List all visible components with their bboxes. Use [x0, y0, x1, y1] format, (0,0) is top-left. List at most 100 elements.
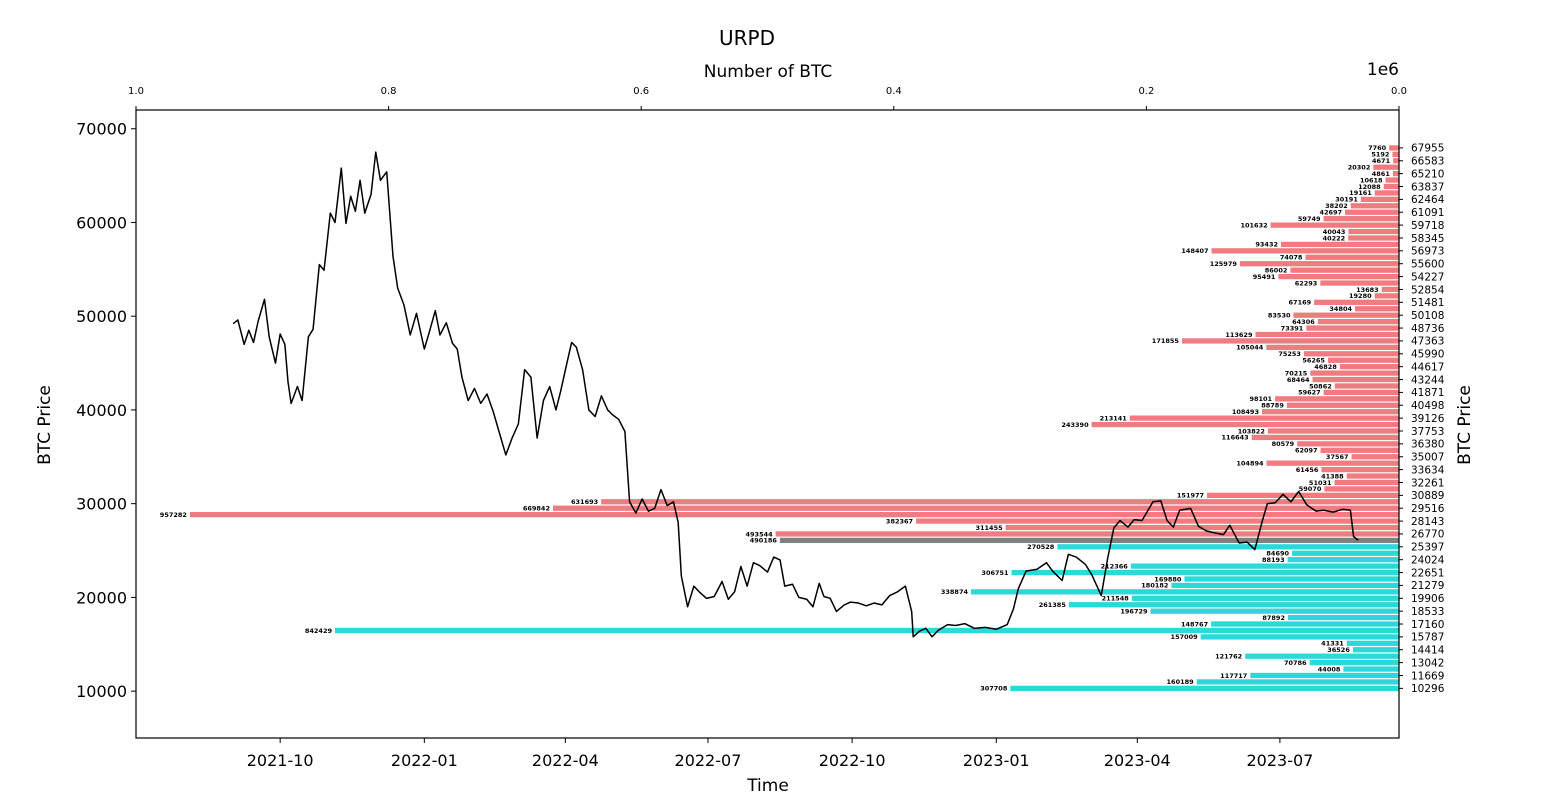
right-y-tick-label-36: 18533 — [1411, 606, 1444, 618]
plot-frame — [135, 109, 1400, 739]
urpd-bar-42 — [1129, 415, 1399, 421]
bar-value-label-25: 34804 — [1329, 305, 1352, 313]
bar-value-label-79: 121762 — [1215, 652, 1242, 660]
bar-value-label-59: 311455 — [975, 524, 1003, 532]
y-axis-label: BTC Price — [35, 385, 55, 465]
bar-value-label-32: 75253 — [1278, 350, 1301, 358]
urpd-bar-58 — [916, 518, 1399, 524]
bar-value-label-54: 151977 — [1177, 492, 1204, 500]
bar-value-label-50: 61456 — [1296, 466, 1319, 474]
chart-title: URPD — [719, 26, 775, 50]
right-y-tick-label-16: 45990 — [1411, 349, 1444, 361]
bar-value-label-71: 261385 — [1039, 601, 1067, 609]
urpd-bar-60 — [775, 531, 1399, 537]
urpd-bar-2 — [1393, 158, 1399, 164]
right-y-tick-label-13: 50108 — [1411, 310, 1444, 322]
urpd-bar-24 — [1314, 299, 1399, 305]
bar-value-label-81: 44008 — [1318, 665, 1341, 673]
right-y-tick-label-23: 36380 — [1411, 439, 1444, 451]
bar-value-label-44: 103822 — [1238, 427, 1265, 435]
x-tick-label-1: 2022-01 — [391, 751, 458, 770]
urpd-bar-20 — [1278, 273, 1399, 280]
urpd-bar-51 — [1346, 473, 1399, 479]
urpd-bar-56 — [552, 505, 1399, 511]
urpd-bar-71 — [1068, 602, 1399, 608]
urpd-bar-12 — [1270, 222, 1399, 228]
urpd-bars: 7760519246712030248611061812088191613019… — [160, 144, 1400, 693]
urpd-bar-73 — [1287, 614, 1399, 621]
x-tick-label-6: 2023-04 — [1104, 751, 1171, 770]
right-y-tick-label-15: 47363 — [1411, 336, 1444, 348]
urpd-bar-18 — [1239, 261, 1399, 267]
urpd-bar-75 — [335, 627, 1399, 634]
right-y-tick-label-17: 44617 — [1411, 361, 1444, 373]
urpd-bar-5 — [1385, 177, 1399, 183]
right-y-tick-label-19: 41871 — [1411, 387, 1444, 399]
bar-value-label-31: 105044 — [1236, 344, 1264, 352]
urpd-bar-25 — [1355, 306, 1399, 312]
bar-value-label-40: 88789 — [1261, 402, 1284, 410]
x-tick-label-4: 2022-10 — [819, 751, 886, 770]
y-tick-label-0: 10000 — [76, 682, 127, 701]
urpd-bar-62 — [1057, 544, 1399, 550]
urpd-bar-63 — [1292, 550, 1399, 556]
urpd-bar-77 — [1346, 640, 1399, 646]
bar-value-label-22: 13683 — [1356, 286, 1379, 294]
x-tick-label-5: 2023-01 — [963, 751, 1030, 770]
right-y-tick-label-21: 39126 — [1411, 413, 1445, 425]
x-tick-label-7: 2023-07 — [1246, 751, 1313, 770]
top-x-tick-label-3: 0.4 — [886, 86, 902, 97]
right-y-tick-label-31: 25397 — [1411, 542, 1444, 554]
bar-value-label-12: 101632 — [1240, 221, 1267, 229]
right-y-tick-label-28: 29516 — [1411, 503, 1445, 515]
bar-value-label-37: 50862 — [1309, 382, 1332, 390]
right-y-tick-label-2: 65210 — [1411, 168, 1444, 180]
urpd-bar-33 — [1327, 357, 1399, 363]
bar-value-label-10: 42697 — [1319, 209, 1342, 217]
bar-value-label-51: 41388 — [1321, 472, 1344, 480]
urpd-bar-6 — [1383, 183, 1399, 190]
urpd-bar-74 — [1211, 621, 1399, 627]
y-tick-label-2: 30000 — [76, 495, 127, 514]
urpd-bar-55 — [601, 499, 1399, 505]
right-y-tick-label-9: 55600 — [1411, 259, 1444, 271]
urpd-bar-53 — [1324, 486, 1399, 492]
urpd-bar-41 — [1261, 409, 1399, 415]
bar-value-label-47: 62097 — [1295, 447, 1318, 455]
urpd-bar-82 — [1250, 672, 1399, 679]
right-y-tick-label-24: 35007 — [1411, 452, 1444, 464]
bar-value-label-60: 493544 — [746, 530, 774, 538]
bar-value-label-57: 957282 — [160, 511, 187, 519]
urpd-bar-57 — [189, 512, 1400, 518]
urpd-bar-70 — [1131, 595, 1399, 601]
bar-value-label-74: 148767 — [1181, 620, 1208, 628]
urpd-bar-7 — [1374, 190, 1399, 196]
bar-value-label-20: 95491 — [1253, 273, 1276, 281]
bar-value-label-33: 56265 — [1302, 357, 1325, 365]
right-y-tick-label-41: 11669 — [1411, 670, 1444, 682]
bar-value-label-55: 631693 — [571, 498, 598, 506]
urpd-bar-21 — [1320, 280, 1399, 286]
urpd-bar-37 — [1334, 383, 1399, 389]
bar-value-label-19: 86002 — [1265, 266, 1288, 274]
x-tick-label-2: 2022-04 — [532, 751, 599, 770]
urpd-bar-0 — [1389, 145, 1399, 151]
right-y-tick-label-5: 61091 — [1411, 207, 1444, 219]
right-y-tick-label-33: 22651 — [1411, 567, 1444, 579]
right-y-tick-label-3: 63837 — [1411, 181, 1444, 193]
bar-value-label-7: 19161 — [1349, 189, 1372, 197]
top-x-tick-label-5: 0.0 — [1391, 86, 1407, 97]
urpd-bar-61 — [779, 537, 1399, 544]
urpd-bar-84 — [1010, 685, 1399, 691]
bar-value-label-14: 40222 — [1323, 234, 1346, 242]
bar-value-label-29: 113629 — [1225, 331, 1253, 339]
bar-value-label-34: 46828 — [1314, 363, 1337, 371]
urpd-bar-83 — [1196, 679, 1399, 685]
right-y-tick-label-35: 19906 — [1411, 593, 1445, 605]
bar-value-label-4: 4861 — [1372, 170, 1391, 178]
bar-value-label-35: 70215 — [1285, 369, 1308, 377]
axes: 10000 20000 30000 40000 50000 60000 70000 2021-… — [76, 86, 1445, 770]
right-y-tick-label-39: 14414 — [1411, 645, 1445, 657]
urpd-bar-23 — [1374, 293, 1399, 299]
